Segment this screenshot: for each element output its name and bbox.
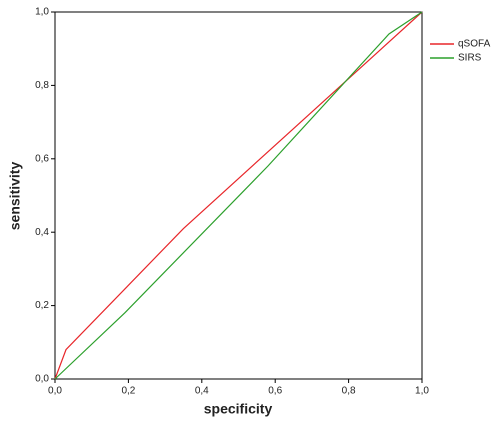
- x-tick-label: 0,6: [268, 386, 282, 397]
- y-axis-title: sensitivity: [7, 162, 23, 231]
- x-tick-label: 1,0: [415, 386, 429, 397]
- y-tick-label: 1,0: [35, 7, 49, 18]
- y-tick-label: 0,0: [35, 374, 49, 385]
- legend-label: qSOFA: [458, 39, 491, 50]
- y-tick-label: 0,8: [35, 80, 49, 91]
- x-tick-label: 0,0: [48, 386, 62, 397]
- y-tick-label: 0,4: [35, 227, 49, 238]
- x-tick-label: 0,8: [342, 386, 356, 397]
- legend-label: SIRS: [458, 53, 482, 64]
- line-series: [54, 11, 423, 380]
- x-axis-title: specificity: [204, 401, 273, 417]
- y-tick-label: 0,6: [35, 153, 49, 164]
- x-tick-label: 0,4: [195, 386, 209, 397]
- line-series: [54, 11, 423, 380]
- y-tick-label: 0,2: [35, 300, 49, 311]
- x-tick-label: 0,2: [121, 386, 135, 397]
